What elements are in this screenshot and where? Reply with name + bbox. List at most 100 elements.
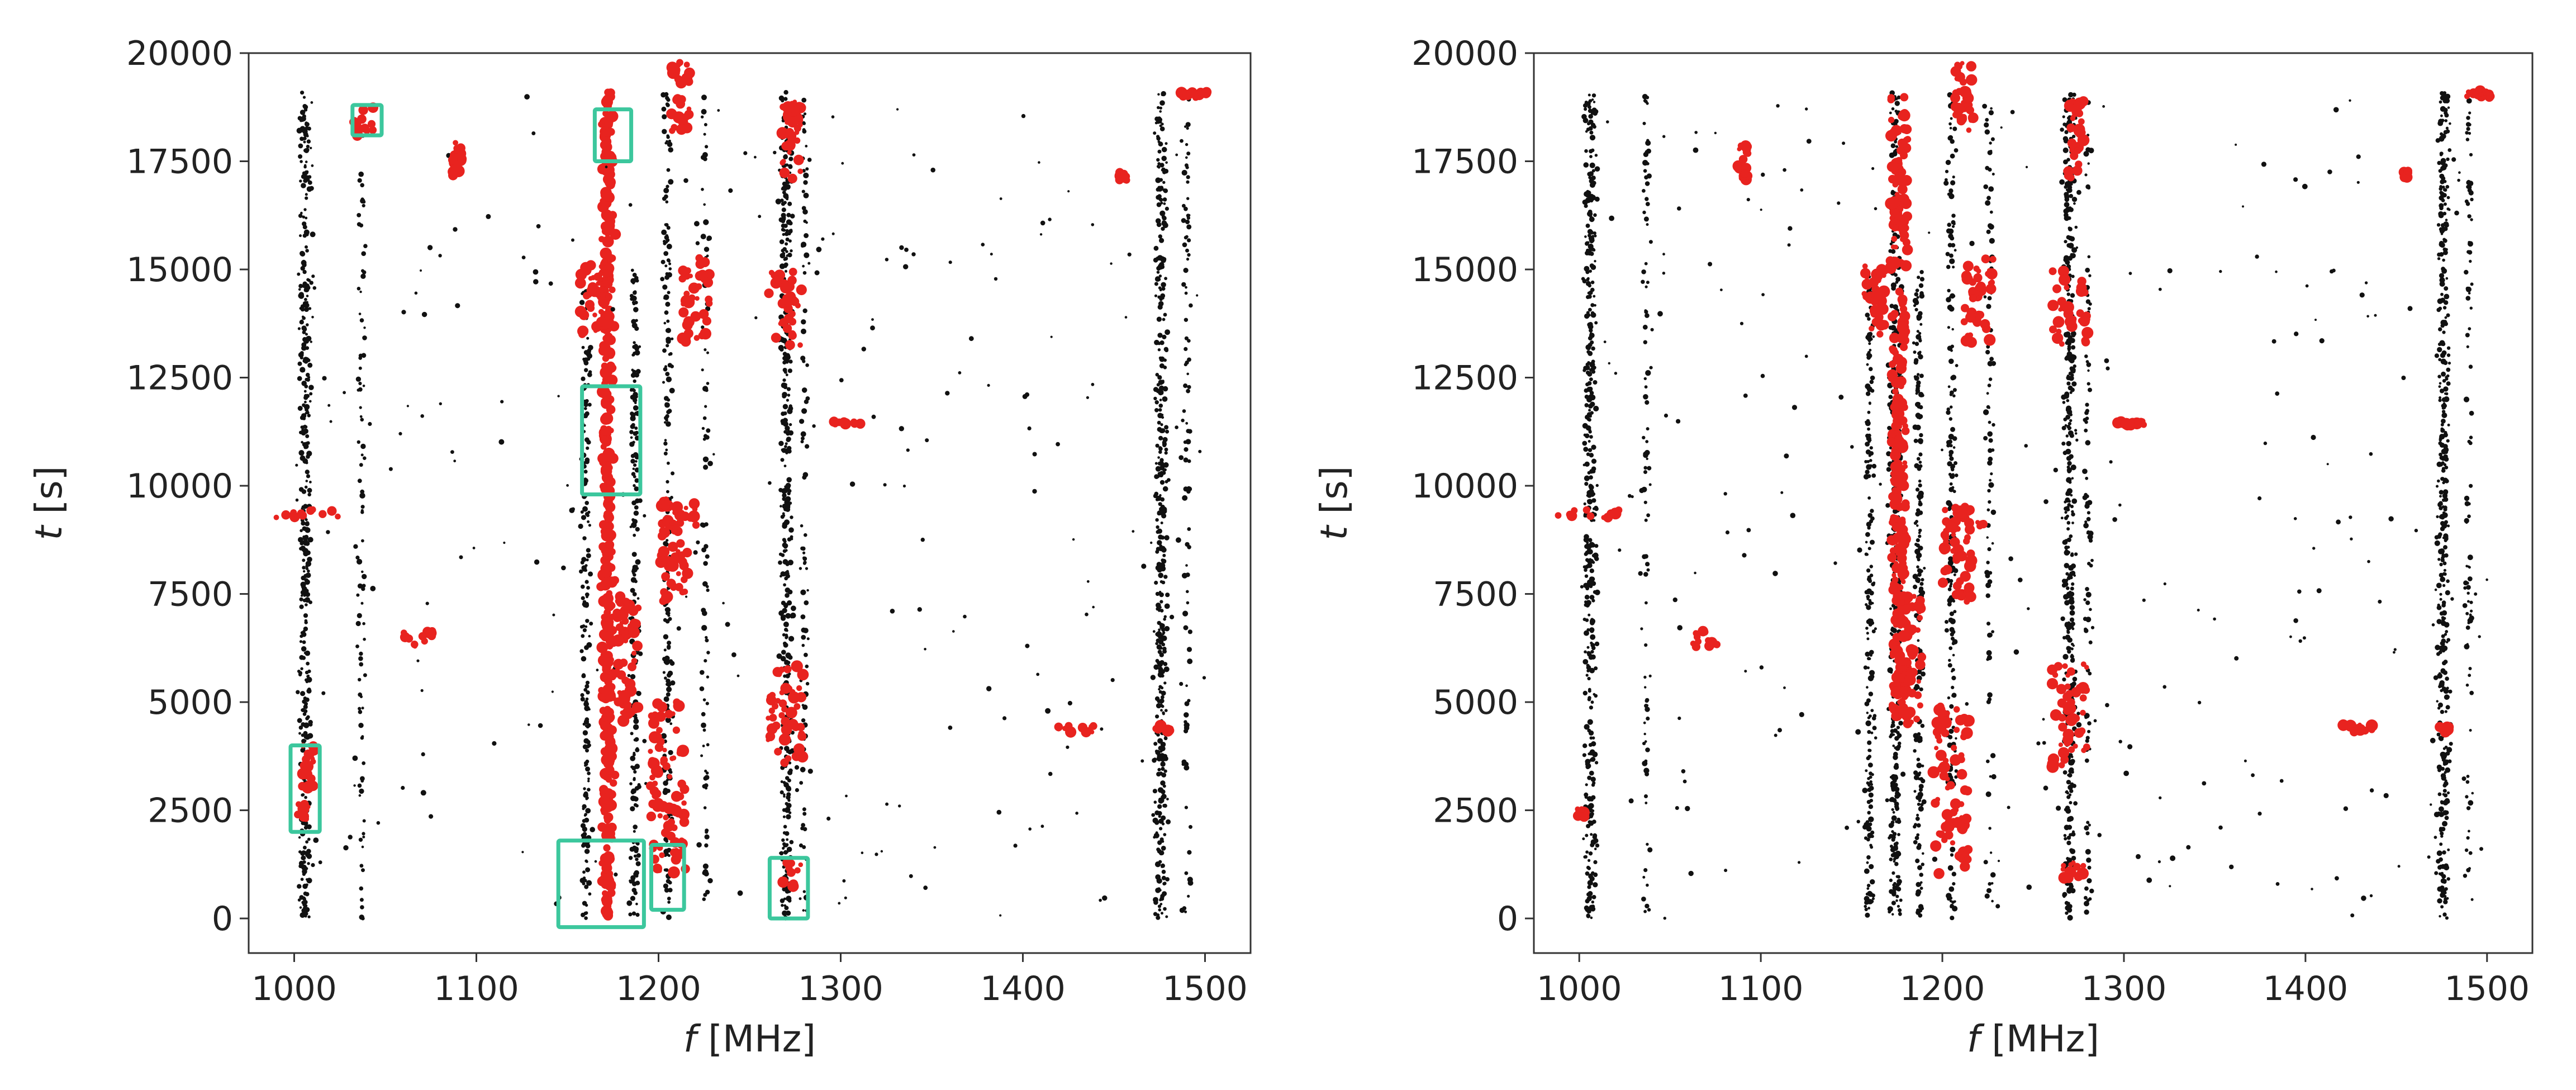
scatter-point bbox=[1866, 686, 1869, 689]
left-scatter-panel: 1000 1100 1200 1300 1400 15000250050007500100… bbox=[27, 34, 1252, 1060]
scatter-point bbox=[1644, 262, 1648, 266]
scatter-point bbox=[663, 648, 667, 652]
scatter-point bbox=[297, 670, 301, 673]
scatter-point bbox=[1644, 310, 1648, 314]
scatter-point bbox=[1155, 466, 1161, 472]
scatter-point bbox=[309, 506, 316, 513]
scatter-point bbox=[1154, 462, 1158, 465]
scatter-point bbox=[583, 688, 588, 692]
scatter-point bbox=[632, 519, 638, 524]
scatter-point bbox=[302, 872, 306, 876]
scatter-point bbox=[786, 838, 789, 841]
x-axis-label: f [MHz] bbox=[683, 1017, 816, 1060]
scatter-point bbox=[696, 842, 702, 848]
scatter-point bbox=[1582, 618, 1586, 622]
scatter-point bbox=[1584, 855, 1588, 859]
scatter-point bbox=[450, 450, 454, 454]
scatter-point bbox=[583, 787, 586, 790]
scatter-point bbox=[1646, 281, 1650, 285]
scatter-point bbox=[783, 90, 788, 95]
scatter-point bbox=[786, 399, 789, 402]
scatter-point bbox=[1586, 278, 1589, 281]
scatter-point bbox=[1582, 117, 1589, 124]
scatter-point bbox=[1866, 568, 1871, 573]
scatter-point bbox=[1158, 798, 1163, 804]
scatter-point bbox=[459, 555, 463, 560]
scatter-point bbox=[1153, 245, 1159, 251]
scatter-point bbox=[649, 774, 655, 781]
scatter-point bbox=[1158, 908, 1162, 912]
scatter-point bbox=[1866, 419, 1870, 423]
scatter-point bbox=[666, 686, 672, 693]
scatter-point bbox=[1066, 745, 1070, 749]
scatter-point bbox=[438, 254, 442, 258]
scatter-point bbox=[780, 505, 782, 508]
scatter-point bbox=[439, 402, 442, 405]
scatter-point bbox=[803, 561, 807, 565]
scatter-point bbox=[353, 544, 358, 549]
scatter-point bbox=[1921, 394, 1924, 397]
scatter-point bbox=[602, 447, 615, 460]
scatter-point bbox=[301, 722, 306, 727]
scatter-point bbox=[1187, 214, 1191, 217]
scatter-point bbox=[785, 624, 789, 627]
scatter-point bbox=[660, 593, 672, 604]
scatter-point bbox=[1947, 696, 1951, 700]
scatter-point bbox=[728, 188, 733, 193]
scatter-point bbox=[671, 711, 676, 717]
scatter-point bbox=[1152, 630, 1156, 633]
scatter-point bbox=[1889, 153, 1894, 157]
scatter-point bbox=[1588, 350, 1593, 356]
scatter-point bbox=[669, 661, 675, 666]
scatter-point bbox=[1085, 612, 1089, 617]
scatter-point bbox=[782, 846, 785, 850]
scatter-point bbox=[783, 603, 788, 608]
scatter-point bbox=[1162, 317, 1166, 321]
scatter-point bbox=[1865, 391, 1871, 396]
scatter-point bbox=[1591, 553, 1596, 558]
scatter-point bbox=[630, 732, 634, 736]
scatter-point bbox=[305, 678, 308, 682]
scatter-point bbox=[704, 834, 710, 840]
scatter-point bbox=[794, 765, 800, 770]
scatter-point bbox=[1894, 786, 1900, 792]
scatter-point bbox=[586, 337, 590, 340]
scatter-point bbox=[781, 99, 785, 103]
y-tick-label: 5000 bbox=[148, 683, 233, 722]
scatter-point bbox=[1866, 712, 1869, 714]
scatter-point bbox=[303, 626, 308, 632]
scatter-point bbox=[319, 510, 327, 518]
scatter-point bbox=[583, 911, 587, 916]
scatter-point bbox=[634, 486, 639, 491]
scatter-point bbox=[1036, 672, 1040, 676]
scatter-point bbox=[1893, 728, 1898, 733]
scatter-point bbox=[1594, 260, 1596, 263]
scatter-point bbox=[302, 343, 306, 347]
scatter-point bbox=[305, 160, 308, 163]
scatter-point bbox=[308, 307, 312, 310]
scatter-point bbox=[802, 827, 807, 832]
scatter-point bbox=[1157, 149, 1162, 154]
scatter-point bbox=[786, 814, 791, 819]
scatter-point bbox=[782, 505, 786, 508]
scatter-point bbox=[1589, 595, 1595, 600]
scatter-point bbox=[586, 553, 591, 558]
scatter-point bbox=[1918, 784, 1924, 789]
scatter-point bbox=[318, 860, 322, 865]
scatter-point bbox=[630, 895, 635, 901]
scatter-point bbox=[1913, 350, 1917, 354]
scatter-point bbox=[695, 271, 705, 281]
scatter-point bbox=[1158, 850, 1164, 856]
scatter-point bbox=[1156, 525, 1159, 529]
scatter-point bbox=[302, 330, 305, 334]
scatter-point bbox=[406, 405, 410, 407]
scatter-point bbox=[1894, 793, 1900, 799]
scatter-point bbox=[605, 540, 615, 549]
scatter-point bbox=[503, 541, 506, 544]
scatter-point bbox=[1165, 726, 1175, 735]
scatter-point bbox=[782, 573, 786, 577]
scatter-point bbox=[603, 705, 611, 713]
scatter-point bbox=[1157, 767, 1161, 771]
scatter-point bbox=[1187, 880, 1194, 886]
scatter-point bbox=[705, 388, 709, 392]
